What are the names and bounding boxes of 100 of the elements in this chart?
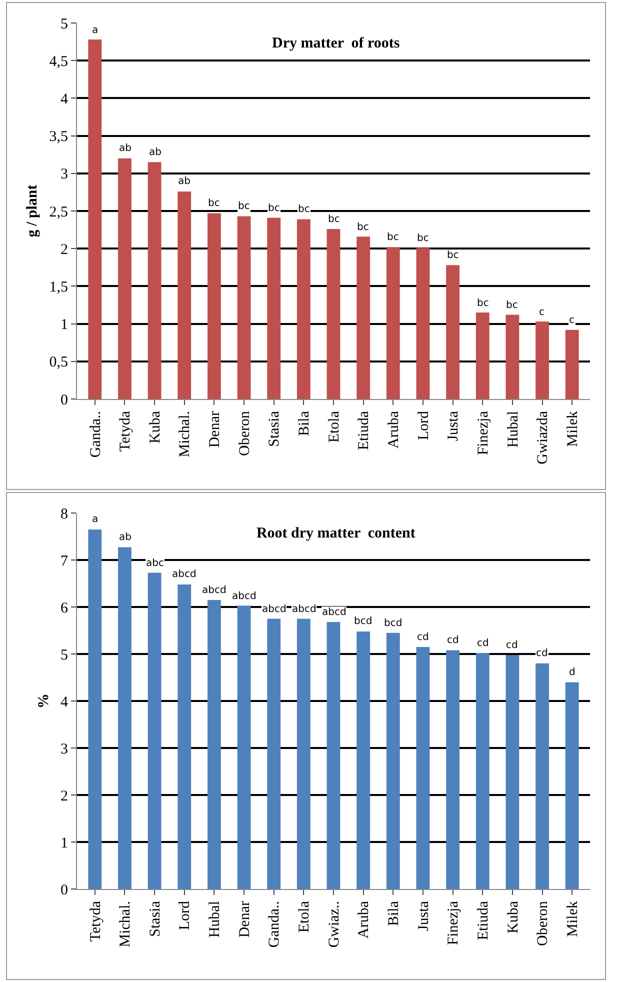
data-label: abcd xyxy=(262,604,286,615)
bar xyxy=(296,219,310,399)
x-tick-label: Justa xyxy=(446,410,462,441)
bar xyxy=(386,247,400,399)
x-tick-label: Bila xyxy=(296,410,313,436)
data-label: abcd xyxy=(202,585,226,596)
y-tick-label: 4 xyxy=(60,91,68,108)
y-tick-label: 1,5 xyxy=(49,279,68,296)
bar xyxy=(506,314,520,399)
x-tick-label: Milek xyxy=(564,410,581,447)
bar xyxy=(118,547,132,889)
x-tick-label: Stasia xyxy=(266,410,283,447)
y-tick-label: 3 xyxy=(60,741,68,758)
x-tick-label: Denar xyxy=(236,901,253,938)
y-axis-title: g / plant xyxy=(24,184,40,238)
bar xyxy=(446,265,460,399)
y-tick-label: 3 xyxy=(60,166,68,183)
x-tick-label: Etiuda xyxy=(356,410,372,450)
x-tick-label: Denar xyxy=(207,411,224,448)
bar xyxy=(267,218,281,399)
x-tick-label: Aruba xyxy=(386,410,402,448)
data-label: bc xyxy=(447,250,459,261)
y-tick-label: 2,5 xyxy=(49,204,68,220)
bar xyxy=(356,631,370,889)
y-tick-label: 2 xyxy=(60,788,68,804)
data-label: bc xyxy=(208,198,220,209)
x-tick-label: Kuba xyxy=(505,900,522,934)
y-tick-label: 1 xyxy=(60,835,68,852)
data-label: bc xyxy=(357,222,369,233)
x-tick-label: Milek xyxy=(564,900,581,937)
data-label: ab xyxy=(149,147,162,158)
data-label: a xyxy=(92,514,98,525)
y-tick-label: 0 xyxy=(60,882,68,898)
bar xyxy=(237,216,251,399)
x-tick-label: Aruba xyxy=(356,900,372,938)
bar xyxy=(416,646,430,889)
y-tick-label: 0,5 xyxy=(49,354,68,371)
data-label: bc xyxy=(298,204,310,215)
bar xyxy=(178,191,192,399)
x-tick-label: Finezja xyxy=(446,900,462,946)
bar xyxy=(476,312,490,399)
x-tick-label: Michal. xyxy=(118,901,134,948)
x-tick-label: Gwiaz.. xyxy=(326,901,342,948)
bar xyxy=(207,213,221,399)
bar xyxy=(88,40,102,399)
y-tick-label: 1 xyxy=(60,317,68,334)
data-label: abcd xyxy=(232,591,256,602)
text: Root dry matter content xyxy=(256,526,416,542)
x-tick-label: Oberon xyxy=(535,900,552,946)
data-label: bc xyxy=(477,298,489,309)
x-tick-label: Gwiazda xyxy=(535,410,552,464)
bar xyxy=(118,158,132,399)
data-label: d xyxy=(569,667,576,678)
x-tick-label: Tetyda xyxy=(88,900,104,942)
y-tick-label: 6 xyxy=(60,600,68,616)
y-tick-label: 7 xyxy=(60,553,68,570)
bar xyxy=(506,654,520,889)
x-tick-label: Kuba xyxy=(147,410,164,444)
data-label: abcd xyxy=(292,604,316,615)
x-tick-label: Bila xyxy=(386,900,402,926)
data-label: bc xyxy=(417,233,429,244)
data-label: a xyxy=(92,25,98,36)
x-tick-label: Etola xyxy=(296,900,313,933)
y-tick-label: 2 xyxy=(60,242,68,258)
y-tick-label: 4,5 xyxy=(49,54,68,70)
bar xyxy=(386,632,400,889)
data-label: bc xyxy=(238,201,250,212)
bar xyxy=(565,330,579,399)
bar xyxy=(416,248,430,399)
data-label: bc xyxy=(268,203,280,214)
x-tick-label: Tetyda xyxy=(118,410,134,452)
x-tick-label: Lord xyxy=(177,900,194,930)
bar xyxy=(326,622,340,889)
y-tick-label: 3,5 xyxy=(49,129,68,146)
x-tick-label: Etiuda xyxy=(476,900,492,940)
data-label: cd xyxy=(417,632,429,643)
y-tick-label: 5 xyxy=(60,16,68,32)
data-label: ab xyxy=(178,176,190,187)
bar xyxy=(88,529,102,889)
data-label: bc xyxy=(387,232,399,243)
bar xyxy=(536,322,549,399)
x-tick-label: Hubal xyxy=(505,411,522,448)
data-label: bc xyxy=(506,300,518,311)
bar xyxy=(148,162,162,399)
text: Dry matter of roots xyxy=(272,36,400,52)
x-tick-label: Ganda.. xyxy=(266,901,283,948)
x-tick-label: Ganda.. xyxy=(88,411,104,458)
data-label: bcd xyxy=(384,618,402,629)
y-tick-label: 4 xyxy=(60,694,68,710)
bar xyxy=(476,653,490,889)
x-tick-label: Michal. xyxy=(177,411,194,458)
data-label: ab xyxy=(119,143,132,154)
data-label: abcd xyxy=(322,607,346,618)
x-tick-label: Oberon xyxy=(236,410,253,456)
y-tick-label: 0 xyxy=(60,392,68,408)
x-tick-label: Hubal xyxy=(207,901,224,938)
bar xyxy=(326,229,340,399)
data-label: cd xyxy=(477,638,489,649)
bar xyxy=(267,618,281,889)
x-tick-label: Finezja xyxy=(476,410,492,456)
